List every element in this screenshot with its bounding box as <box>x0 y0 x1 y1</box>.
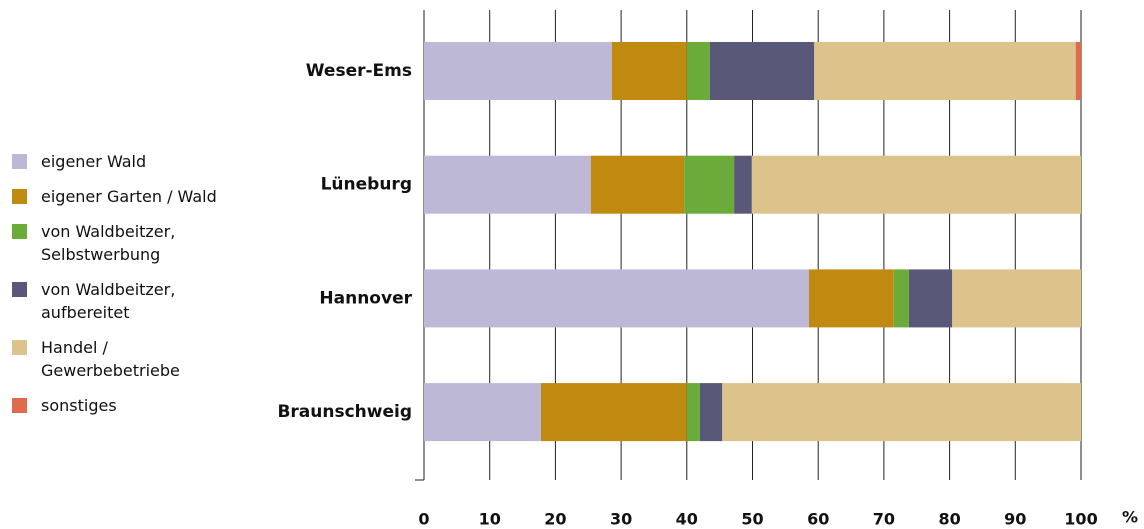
bar-segment <box>424 269 810 328</box>
legend-label: sonstiges <box>41 396 117 415</box>
bar-segment <box>424 383 541 442</box>
bar-segment <box>699 383 723 442</box>
x-tick-label: 40 <box>676 510 698 529</box>
bar-segment <box>734 155 752 214</box>
x-unit: % <box>1122 508 1138 527</box>
x-tick-label: 30 <box>610 510 632 529</box>
bar-segment <box>1075 42 1081 100</box>
bar-segment <box>952 269 1081 328</box>
x-tick-label: 100 <box>1064 510 1097 529</box>
bar-segment <box>424 155 591 214</box>
legend: eigener Wald eigener Garten / Wald von Wal… <box>12 150 242 429</box>
bar-segment <box>893 269 909 328</box>
x-tick-label: 10 <box>479 510 501 529</box>
legend-item: sonstiges <box>12 394 242 417</box>
legend-item: eigener Garten / Wald <box>12 185 242 208</box>
bar-segment <box>611 42 687 100</box>
category-label: Hannover <box>319 288 412 308</box>
x-tick-label: 20 <box>544 510 566 529</box>
legend-swatch <box>12 282 27 297</box>
legend-label: von Waldbeitzer, Selbstwerbung <box>41 222 176 264</box>
legend-swatch <box>12 340 27 355</box>
bar-segment <box>686 42 710 100</box>
bar-segment <box>709 42 815 100</box>
legend-label: eigener Garten / Wald <box>41 187 217 206</box>
x-tick-label: 50 <box>741 510 763 529</box>
x-tick-label: 90 <box>1004 510 1026 529</box>
category-label: Weser-Ems <box>306 61 412 81</box>
legend-swatch <box>12 154 27 169</box>
bar-segment <box>686 383 700 442</box>
x-tick-label: 60 <box>807 510 829 529</box>
bar-segment <box>814 42 1076 100</box>
bar-segment <box>809 269 894 328</box>
legend-item: von Waldbeitzer, Selbstwerbung <box>12 220 242 266</box>
legend-label: von Waldbeitzer, aufbereitet <box>41 280 176 322</box>
bar-segment <box>540 383 687 442</box>
x-tick-label: 70 <box>873 510 895 529</box>
legend-item: Handel / Gewerbebetriebe <box>12 336 242 382</box>
legend-label: eigener Wald <box>41 152 147 171</box>
bar-segment <box>424 42 612 100</box>
bar-segment <box>684 155 735 214</box>
legend-swatch <box>12 224 27 239</box>
legend-item: von Waldbeitzer, aufbereitet <box>12 278 242 324</box>
bar-segment <box>722 383 1081 442</box>
category-label: Lüneburg <box>321 175 412 195</box>
x-tick-label: 0 <box>418 510 429 529</box>
legend-label: Handel / Gewerbebetriebe <box>41 338 180 380</box>
category-label: Braunschweig <box>277 402 412 422</box>
x-tick-label: 80 <box>938 510 960 529</box>
legend-item: eigener Wald <box>12 150 242 173</box>
bar-segment <box>751 155 1081 214</box>
legend-swatch <box>12 189 27 204</box>
bar-segment <box>590 155 685 214</box>
legend-swatch <box>12 398 27 413</box>
bar-segment <box>908 269 953 328</box>
